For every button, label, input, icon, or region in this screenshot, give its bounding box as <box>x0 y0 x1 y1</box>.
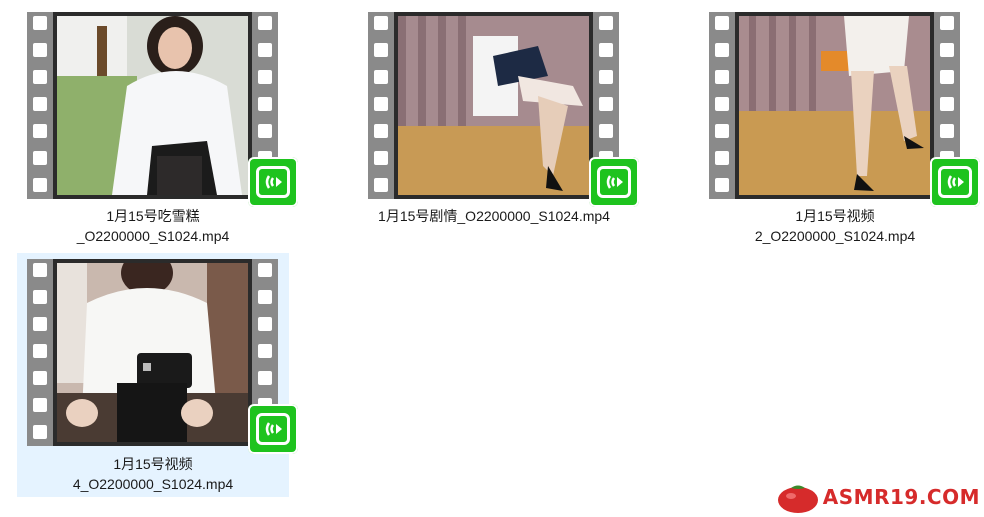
video-thumbnail <box>27 259 298 454</box>
file-name-line2: 2_O2200000_S1024.mp4 <box>754 228 916 244</box>
video-frame-image <box>739 16 930 195</box>
file-item-selected[interactable]: 1月15号视频 4_O2200000_S1024.mp4 <box>17 253 298 497</box>
watermark-text: ASMR19.COM <box>822 485 980 509</box>
video-thumbnail <box>27 12 298 207</box>
file-item[interactable]: 1月15号剧情_O2200000_S1024.mp4 <box>358 0 639 244</box>
file-name-line1: 1月15号视频 <box>113 456 193 472</box>
video-player-badge-icon <box>589 157 639 207</box>
video-frame-image <box>57 16 248 195</box>
video-player-badge-icon <box>248 404 298 454</box>
video-player-badge-icon <box>248 157 298 207</box>
file-name-line1: 1月15号剧情_O2200000_S1024.mp4 <box>378 208 610 224</box>
file-name-line2: 4_O2200000_S1024.mp4 <box>72 476 234 492</box>
file-name-line1: 1月15号吃雪糕 <box>106 208 200 224</box>
file-name-line1: 1月15号视频 <box>795 208 875 224</box>
file-item[interactable]: 1月15号吃雪糕 _O2200000_S1024.mp4 <box>17 0 298 244</box>
video-frame-image <box>57 263 248 442</box>
file-item[interactable]: 1月15号视频 2_O2200000_S1024.mp4 <box>699 0 980 244</box>
video-thumbnail <box>368 12 639 207</box>
site-watermark: ASMR19.COM <box>777 481 980 513</box>
tomato-logo-icon <box>777 485 818 513</box>
video-frame-image <box>398 16 589 195</box>
video-thumbnail <box>709 12 980 207</box>
video-player-badge-icon <box>930 157 980 207</box>
file-name-line2: _O2200000_S1024.mp4 <box>76 228 230 244</box>
